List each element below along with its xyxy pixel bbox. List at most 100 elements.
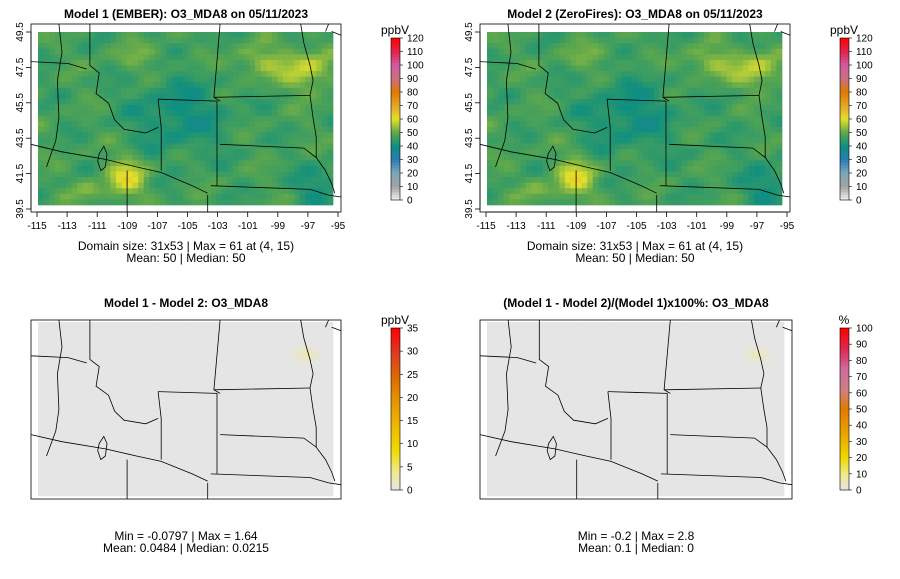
- grid-cell: [299, 389, 306, 396]
- grid-cell: [255, 54, 261, 61]
- grid-cell: [238, 338, 245, 345]
- grid-cell: [71, 467, 78, 474]
- grid-cell: [581, 76, 588, 83]
- grid-cell: [731, 138, 738, 144]
- grid-cell: [765, 54, 772, 61]
- grid-cell: [138, 76, 145, 83]
- grid-cell: [238, 110, 245, 117]
- grid-cell: [603, 71, 610, 77]
- grid-cell: [255, 389, 261, 396]
- grid-cell: [216, 43, 223, 50]
- grid-cell: [204, 65, 211, 72]
- grid-cell: [653, 32, 660, 38]
- grid-cell: [581, 115, 588, 122]
- grid-cell: [498, 154, 505, 161]
- grid-cell: [216, 423, 223, 429]
- grid-cell: [316, 110, 323, 117]
- grid-cell: [514, 149, 521, 156]
- grid-cell: [171, 383, 178, 390]
- grid-cell: [255, 160, 261, 167]
- grid-cell: [676, 165, 683, 172]
- grid-cell: [54, 48, 61, 55]
- grid-cell: [514, 143, 521, 150]
- grid-cell: [299, 372, 306, 379]
- grid-cell: [182, 87, 189, 94]
- grid-cell: [288, 199, 295, 206]
- grid-cell: [177, 366, 184, 373]
- grid-cell: [570, 199, 577, 206]
- grid-cell: [288, 383, 295, 390]
- grid-cell: [43, 322, 50, 328]
- grid-cell: [177, 423, 184, 429]
- grid-cell: [49, 394, 56, 401]
- grid-cell: [271, 322, 278, 328]
- grid-cell: [115, 451, 122, 458]
- grid-cell: [88, 322, 95, 328]
- grid-cell: [104, 87, 111, 94]
- grid-cell: [127, 149, 133, 156]
- grid-cell: [692, 54, 699, 61]
- grid-cell: [277, 87, 284, 94]
- grid-cell: [531, 132, 538, 139]
- grid-cell: [232, 400, 239, 407]
- grid-cell: [171, 372, 178, 379]
- grid-cell: [277, 71, 284, 77]
- grid-cell: [93, 149, 100, 156]
- grid-cell: [243, 411, 250, 418]
- grid-cell: [143, 71, 150, 77]
- grid-cell: [305, 32, 312, 38]
- grid-cell: [277, 76, 284, 83]
- grid-cell: [38, 110, 44, 117]
- grid-cell: [182, 82, 189, 89]
- colorbar-swatch: [391, 140, 400, 144]
- grid-cell: [754, 149, 761, 156]
- grid-cell: [754, 87, 761, 94]
- grid-cell: [260, 322, 267, 328]
- grid-cell: [166, 322, 172, 328]
- grid-cell: [243, 322, 250, 328]
- grid-cell: [282, 456, 289, 463]
- grid-cell: [88, 338, 95, 345]
- grid-cell: [204, 462, 211, 469]
- grid-cell: [525, 132, 532, 139]
- grid-cell: [321, 366, 328, 373]
- grid-cell: [82, 59, 89, 66]
- grid-cell: [199, 411, 206, 418]
- grid-cell: [316, 344, 323, 351]
- grid-cell: [249, 411, 256, 418]
- grid-cell: [204, 43, 211, 50]
- grid-cell: [754, 121, 761, 128]
- grid-cell: [266, 65, 273, 72]
- grid-cell: [132, 54, 139, 61]
- grid-cell: [227, 451, 234, 458]
- grid-cell: [615, 98, 621, 105]
- grid-cell: [199, 451, 206, 458]
- grid-cell: [305, 400, 312, 407]
- grid-cell: [564, 149, 571, 156]
- grid-cell: [327, 366, 334, 373]
- grid-cell: [232, 104, 239, 111]
- grid-cell: [154, 383, 161, 390]
- x-tick-label: -115: [27, 221, 47, 232]
- grid-cell: [271, 439, 278, 446]
- grid-cell: [770, 171, 777, 178]
- grid-cell: [564, 65, 571, 72]
- grid-cell: [553, 126, 560, 133]
- grid-cell: [542, 199, 549, 206]
- grid-cell: [65, 456, 72, 463]
- grid-cell: [642, 138, 649, 144]
- grid-cell: [177, 115, 184, 122]
- grid-cell: [204, 48, 211, 55]
- grid-cell: [282, 439, 289, 446]
- grid-cell: [232, 54, 239, 61]
- grid-cell: [670, 110, 677, 117]
- grid-cell: [327, 439, 334, 446]
- grid-cell: [160, 456, 167, 463]
- grid-cell: [60, 411, 67, 418]
- grid-cell: [743, 143, 749, 150]
- grid-cell: [531, 37, 538, 44]
- grid-cell: [154, 193, 161, 200]
- grid-cell: [104, 456, 111, 463]
- grid-cell: [670, 132, 677, 139]
- grid-cell: [631, 87, 638, 94]
